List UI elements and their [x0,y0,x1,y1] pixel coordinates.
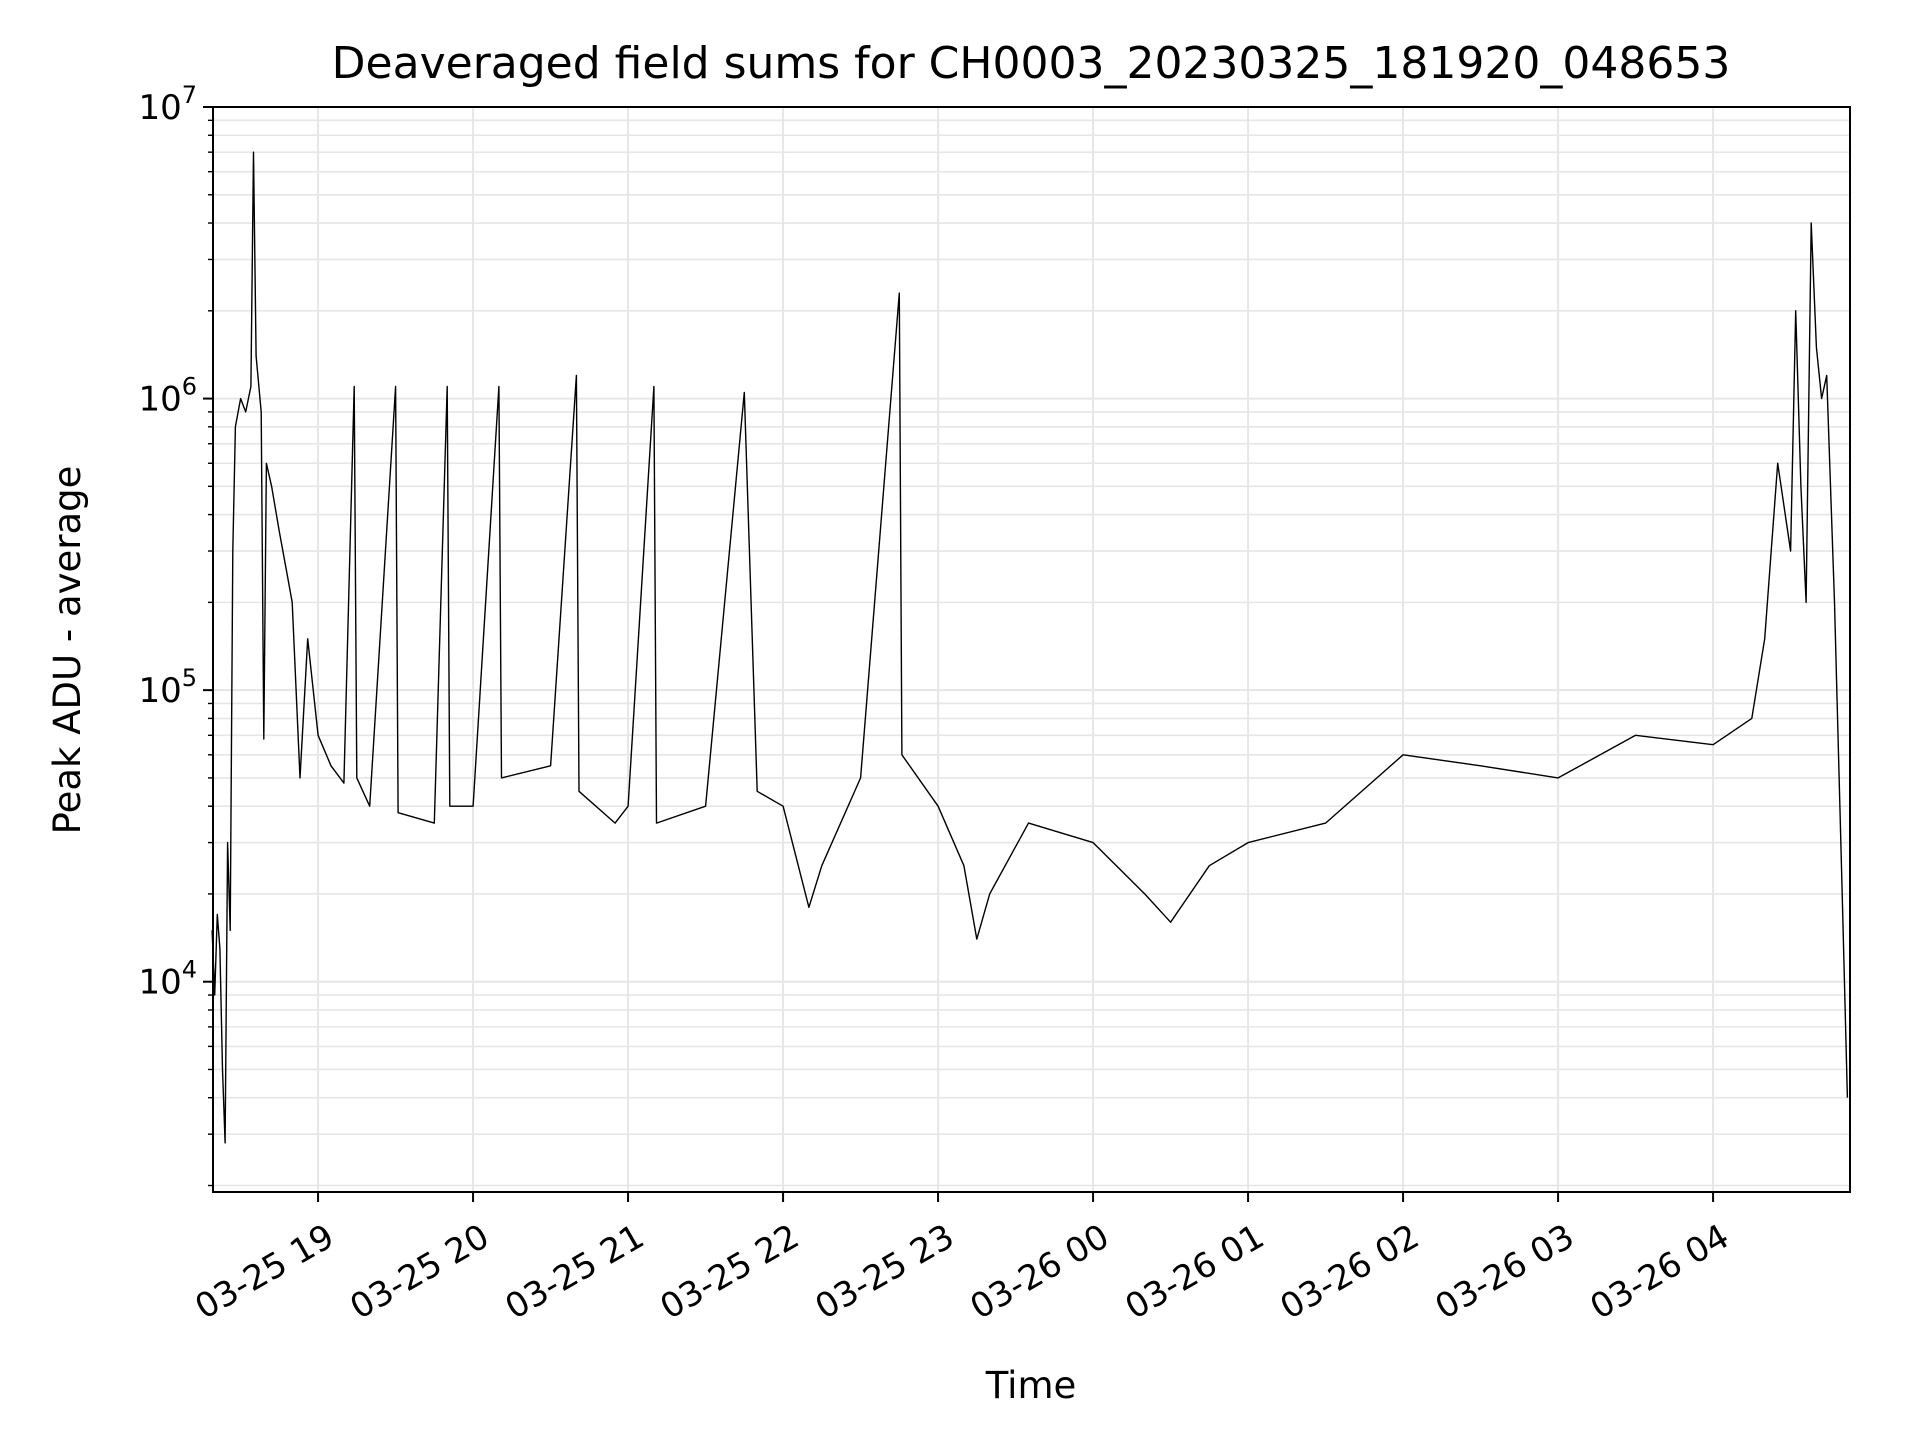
y-tick-label: 105 [138,664,197,711]
y-tick-label: 104 [138,956,197,1003]
y-tick-exponent: 7 [182,81,197,109]
series-layer [211,151,1849,1144]
x-tick-label: 03-25 22 [654,1217,806,1328]
y-tick-label: 107 [138,81,197,128]
x-tick-label: 03-25 21 [499,1217,651,1328]
y-tick-exponent: 6 [182,373,197,401]
x-tick-label: 03-25 19 [189,1217,341,1328]
x-tick-label: 03-26 04 [1584,1217,1736,1328]
y-tick-label: 106 [138,373,197,420]
series-line [211,151,1849,1144]
y-tick-base: 10 [138,671,181,711]
x-axis-label: Time [985,1364,1077,1407]
grid [213,106,1850,1192]
plot-background [213,107,1850,1192]
x-tick-label: 03-26 02 [1274,1217,1426,1328]
y-axis-label: Peak ADU - average [46,466,89,835]
x-tick-label: 03-25 23 [809,1217,961,1328]
x-tick-label: 03-25 20 [344,1217,496,1328]
x-tick-label: 03-26 00 [964,1217,1116,1328]
y-tick-base: 10 [138,380,181,420]
y-tick-exponent: 5 [182,664,197,692]
y-tick-exponent: 4 [182,956,197,984]
chart-title: Deaveraged field sums for CH0003_2023032… [332,38,1731,89]
x-tick-label: 03-26 01 [1119,1217,1271,1328]
x-tick-label: 03-26 03 [1429,1217,1581,1328]
y-tick-base: 10 [138,88,181,128]
plot-frame [212,106,1851,1193]
y-tick-base: 10 [138,963,181,1003]
